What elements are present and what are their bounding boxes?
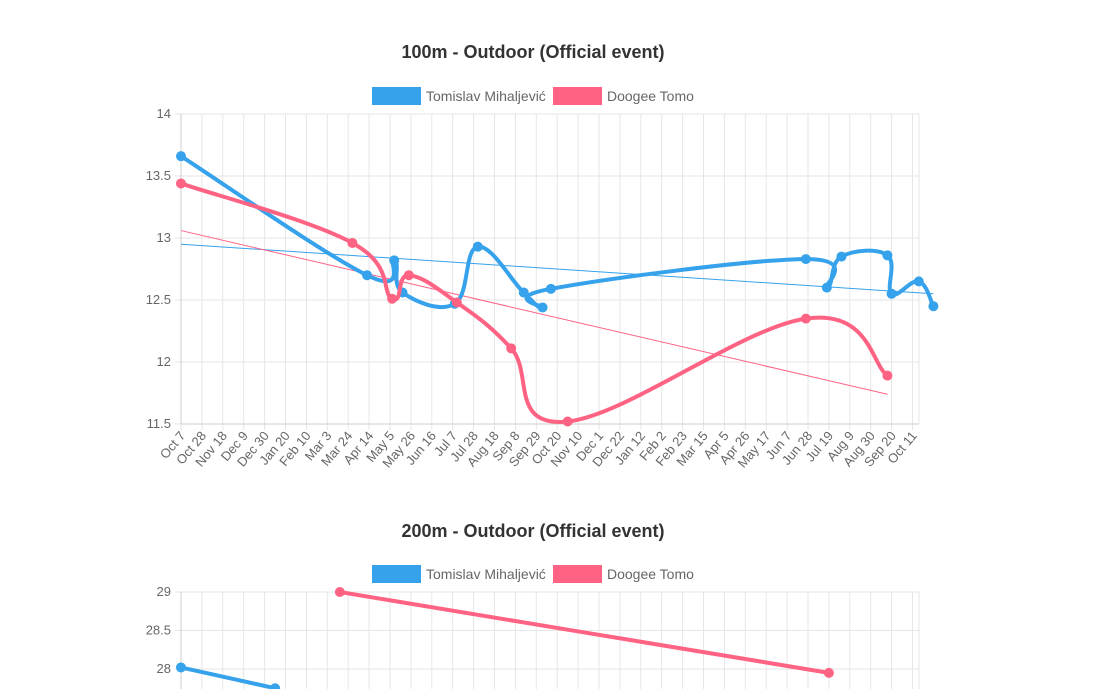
chart2-y-tick-label: 28.5 bbox=[146, 623, 171, 638]
chart2-data-point[interactable] bbox=[176, 662, 186, 673]
chart2-legend-swatch-1[interactable] bbox=[553, 565, 602, 583]
chart2-data-point[interactable] bbox=[270, 683, 281, 689]
chart1-legend-label-1[interactable]: Doogee Tomo bbox=[607, 88, 694, 104]
chart-title-100m: 100m - Outdoor (Official event) bbox=[401, 42, 665, 62]
chart1-data-point[interactable] bbox=[800, 254, 811, 265]
chart1-data-point[interactable] bbox=[800, 313, 811, 324]
chart2-data-point[interactable] bbox=[823, 667, 834, 678]
chart1-data-point[interactable] bbox=[451, 297, 462, 308]
chart1-data-point[interactable] bbox=[928, 301, 939, 312]
chart1-data-point[interactable] bbox=[389, 255, 400, 266]
chart1-data-point[interactable] bbox=[347, 237, 358, 248]
chart2-y-tick-label: 29 bbox=[157, 584, 171, 599]
chart1-y-tick-label: 13 bbox=[157, 230, 171, 245]
chart1-data-point[interactable] bbox=[913, 276, 924, 287]
chart1-legend-swatch-0[interactable] bbox=[372, 87, 421, 105]
chart1-y-tick-label: 11.5 bbox=[147, 416, 171, 431]
chart1-data-point[interactable] bbox=[176, 151, 186, 162]
chart1-y-tick-label: 14 bbox=[157, 106, 171, 121]
chart2-y-tick-label: 28 bbox=[157, 661, 171, 676]
chart1-y-tick-label: 12 bbox=[157, 354, 171, 369]
chart1-data-point[interactable] bbox=[882, 370, 893, 381]
chart1-trendline bbox=[180, 230, 888, 395]
chart1-data-point[interactable] bbox=[882, 250, 893, 261]
chart1-series-line-1 bbox=[179, 181, 890, 424]
chart1-data-point[interactable] bbox=[562, 416, 573, 427]
chart1-data-point[interactable] bbox=[821, 282, 832, 293]
chart1-data-point[interactable] bbox=[836, 251, 847, 262]
chart1-legend-swatch-1[interactable] bbox=[553, 87, 602, 105]
chart2-legend-label-1[interactable]: Doogee Tomo bbox=[607, 566, 694, 582]
chart2-data-point[interactable] bbox=[334, 587, 345, 597]
chart1-data-point[interactable] bbox=[506, 343, 517, 354]
chart1-data-point[interactable] bbox=[886, 288, 897, 299]
chart1-data-point[interactable] bbox=[362, 270, 373, 281]
chart1-data-point[interactable] bbox=[537, 302, 548, 313]
chart1-y-tick-label: 12.5 bbox=[146, 292, 171, 307]
chart1-data-point[interactable] bbox=[403, 270, 414, 281]
chart1-data-point[interactable] bbox=[545, 283, 556, 294]
chart1-data-point[interactable] bbox=[472, 241, 483, 252]
chart2-series-line-1 bbox=[337, 590, 831, 675]
chart1-y-tick-label: 13.5 bbox=[146, 168, 171, 183]
chart1-data-point[interactable] bbox=[387, 293, 398, 304]
chart1-legend-label-0[interactable]: Tomislav Mihaljević bbox=[426, 88, 546, 104]
chart1-data-point[interactable] bbox=[176, 178, 186, 189]
chart1-trendline bbox=[180, 243, 934, 295]
chart1-data-point[interactable] bbox=[518, 287, 529, 298]
chart2-legend-label-0[interactable]: Tomislav Mihaljević bbox=[426, 566, 546, 582]
chart2-legend-swatch-0[interactable] bbox=[372, 565, 421, 583]
chart2-series-line-0 bbox=[179, 665, 278, 689]
chart-title-200m: 200m - Outdoor (Official event) bbox=[401, 521, 665, 541]
